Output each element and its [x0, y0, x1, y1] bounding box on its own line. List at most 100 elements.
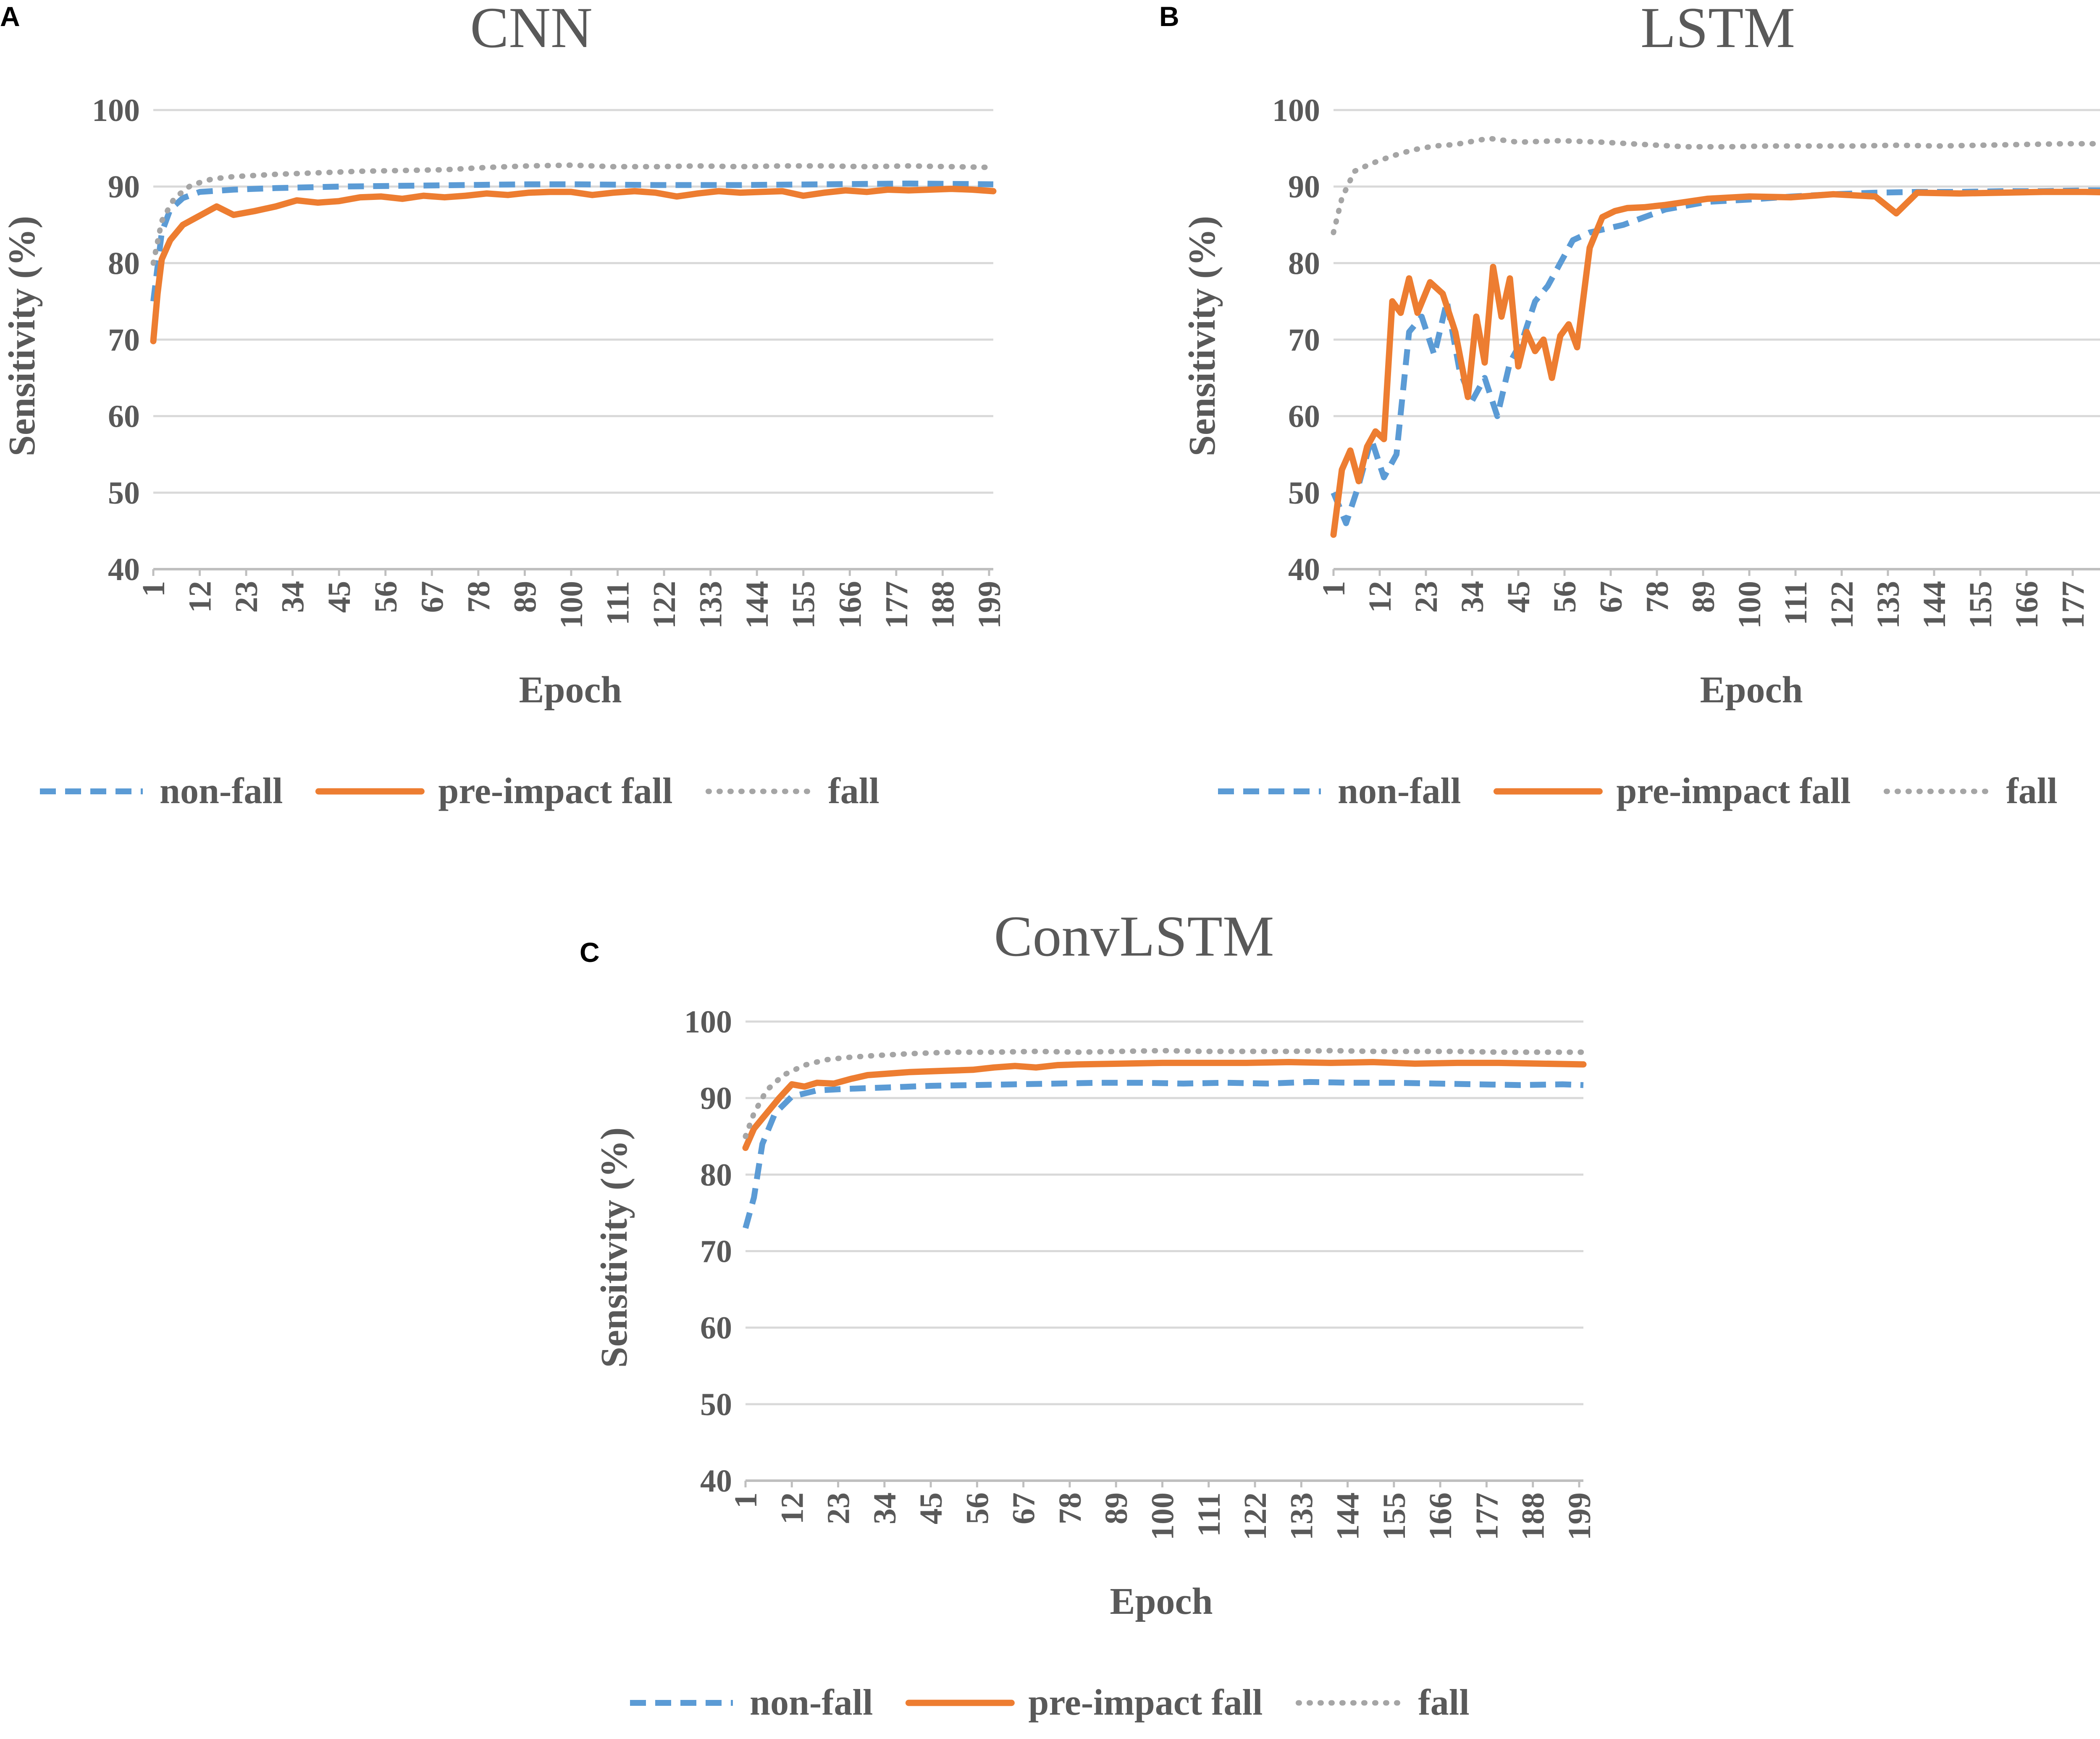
series-line-pre-impact-fall	[1330, 189, 2100, 538]
x-tick-label: 111	[1778, 581, 1814, 625]
x-tick-label: 122	[1238, 1492, 1273, 1540]
x-tick-label: 188	[1516, 1492, 1551, 1540]
series-line-pre-impact-fall	[742, 1059, 1587, 1151]
axes: 40 50 60 70 80 90 100 1 12 23 34 45 56 67 78 89 100 111 12…	[1272, 93, 2100, 629]
legend-label: non-fall	[750, 1682, 873, 1723]
x-axis-label: Epoch	[1110, 1581, 1213, 1622]
x-tick-label: 122	[647, 581, 682, 629]
y-tick-label: 70	[108, 323, 140, 358]
legend: non-fall pre-impact fall fall	[40, 771, 879, 812]
x-tick-label: 45	[1501, 581, 1536, 613]
y-tick-label: 90	[108, 169, 140, 205]
series-line-fall	[150, 162, 996, 266]
x-tick-label: 188	[925, 581, 961, 629]
y-axis-label: Sensitivity (%)	[1181, 216, 1223, 456]
y-tick-label: 60	[1288, 399, 1320, 434]
x-tick-label: 166	[2009, 581, 2045, 629]
x-tick-label: 12	[1362, 581, 1398, 613]
x-tick-label: 34	[1455, 581, 1490, 613]
x-tick-label: 67	[1006, 1492, 1042, 1524]
x-tick-label: 56	[960, 1492, 995, 1524]
panel-b-lstm: B LSTM 40 50 60 70 80 90 100 1 12 23 34 45 56 67 78 89 1…	[1159, 0, 2100, 812]
series-lines	[742, 1048, 1587, 1229]
legend-label: fall	[828, 771, 879, 812]
x-tick-label: 177	[1469, 1492, 1504, 1540]
gridlines	[746, 1020, 1583, 1405]
x-tick-label: 199	[1562, 1492, 1597, 1540]
x-tick-label: 23	[1409, 581, 1444, 613]
panel-letter-a: A	[0, 1, 20, 32]
legend-label: non-fall	[1338, 771, 1461, 812]
y-tick-label: 100	[684, 1004, 732, 1040]
gridlines	[153, 109, 993, 494]
y-tick-label: 100	[92, 93, 140, 128]
y-tick-label: 80	[700, 1157, 732, 1193]
x-tick-label: 1	[728, 1492, 764, 1508]
x-tick-label: 144	[1917, 581, 1952, 629]
panel-a-cnn: A CNN 40 50 60 70 80 90 100 1 12 23 34 45 56 67 78 89 10…	[0, 0, 1007, 812]
y-tick-label: 70	[700, 1234, 732, 1269]
series-line-non-fall	[1331, 187, 2100, 526]
legend: non-fall pre-impact fall fall	[1218, 771, 2058, 812]
x-tick-label: 67	[415, 581, 450, 613]
series-lines	[150, 162, 997, 344]
y-tick-label: 40	[700, 1463, 732, 1499]
x-tick-label: 45	[322, 581, 357, 613]
y-tick-label: 90	[700, 1081, 732, 1116]
x-tick-label: 177	[2055, 581, 2091, 629]
chart-title-lstm: LSTM	[1641, 0, 1795, 60]
y-tick-label: 100	[1272, 93, 1320, 128]
x-tick-label: 12	[183, 581, 218, 613]
y-tick-label: 40	[108, 552, 140, 587]
panel-letter-b: B	[1159, 1, 1179, 32]
x-tick-label: 12	[774, 1492, 810, 1524]
x-tick-label: 111	[1192, 1492, 1227, 1537]
series-line-non-fall	[743, 1079, 1584, 1229]
x-tick-label: 67	[1593, 581, 1629, 613]
x-tick-label: 23	[821, 1492, 856, 1524]
chart-title-convlstm: ConvLSTM	[994, 904, 1274, 968]
legend-label: non-fall	[160, 771, 283, 812]
series-line-fall	[743, 1048, 1586, 1139]
legend-label: fall	[1418, 1682, 1469, 1723]
x-tick-label: 78	[1640, 581, 1675, 613]
y-tick-label: 70	[1288, 323, 1320, 358]
x-tick-label: 89	[1099, 1492, 1134, 1524]
y-tick-label: 60	[700, 1311, 732, 1346]
x-axis-label: Epoch	[519, 669, 622, 711]
x-tick-label: 100	[554, 581, 589, 629]
x-tick-label: 34	[276, 581, 311, 613]
panel-letter-c: C	[580, 937, 600, 968]
series-lines	[1330, 135, 2100, 538]
chart-title-cnn: CNN	[470, 0, 592, 60]
x-tick-label: 78	[1053, 1492, 1088, 1524]
axes: 40 50 60 70 80 90 100 1 12 23 34 45 56 67 78 89 100 111 12…	[684, 1004, 1597, 1540]
x-tick-label: 177	[879, 581, 914, 629]
legend-label: fall	[2006, 771, 2057, 812]
x-tick-label: 122	[1824, 581, 1860, 629]
x-tick-label: 133	[693, 581, 729, 629]
x-tick-label: 45	[914, 1492, 949, 1524]
x-tick-label: 111	[601, 581, 636, 625]
series-line-fall	[1331, 135, 2100, 235]
x-tick-label: 166	[832, 581, 868, 629]
series-line-pre-impact-fall	[150, 186, 997, 344]
y-tick-label: 80	[1288, 246, 1320, 281]
x-tick-label: 155	[1963, 581, 1998, 629]
y-axis-label: Sensitivity (%)	[593, 1127, 635, 1368]
y-axis-label: Sensitivity (%)	[1, 216, 43, 456]
y-tick-label: 50	[1288, 475, 1320, 511]
x-axis-label: Epoch	[1700, 669, 1803, 711]
y-tick-label: 50	[108, 475, 140, 511]
x-tick-label: 1	[1316, 581, 1352, 597]
axes: 40 50 60 70 80 90 100 1 12 23 34 45 56 67 78 89 100 111 12…	[92, 93, 1007, 629]
x-tick-label: 78	[461, 581, 496, 613]
x-tick-label: 144	[1331, 1492, 1366, 1540]
x-tick-label: 23	[229, 581, 264, 613]
x-tick-label: 199	[972, 581, 1007, 629]
x-tick-label: 100	[1145, 1492, 1180, 1540]
x-tick-label: 155	[786, 581, 822, 629]
x-tick-label: 155	[1377, 1492, 1412, 1540]
x-tick-label: 89	[507, 581, 543, 613]
